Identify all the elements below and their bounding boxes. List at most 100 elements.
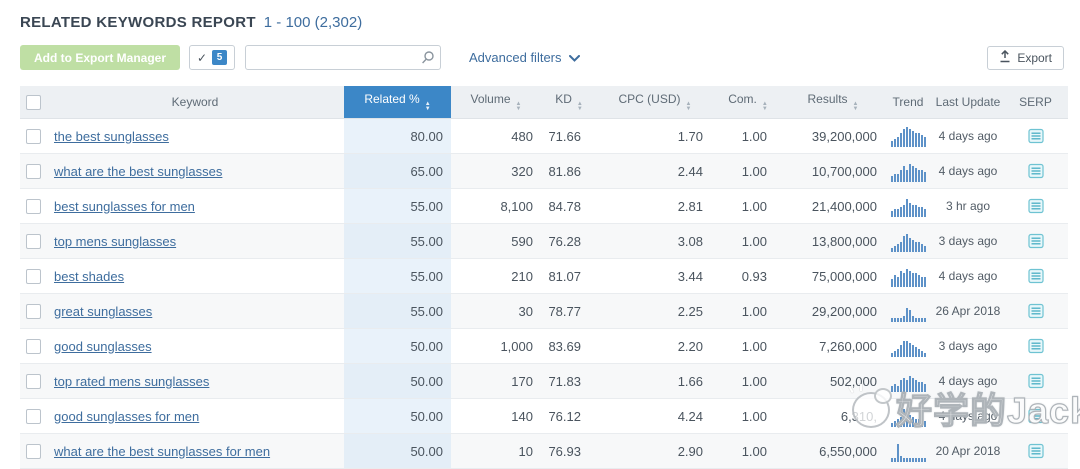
keyword-cell: great sunglasses xyxy=(46,293,344,329)
serp-icon[interactable] xyxy=(1027,373,1044,389)
related-percent-cell: 55.00 xyxy=(344,293,451,329)
competition-cell: 1.00 xyxy=(713,223,783,259)
export-button[interactable]: Export xyxy=(987,45,1064,70)
keyword-link[interactable]: the best sunglasses xyxy=(54,128,169,144)
row-checkbox-cell xyxy=(20,153,46,189)
keyword-link[interactable]: best shades xyxy=(54,268,125,284)
serp-cell xyxy=(1003,258,1068,294)
trend-sparkline xyxy=(890,370,926,392)
serp-cell xyxy=(1003,328,1068,364)
column-label-com: Com. xyxy=(728,92,757,106)
serp-icon[interactable] xyxy=(1027,268,1044,284)
row-checkbox[interactable] xyxy=(25,339,41,355)
row-checkbox[interactable] xyxy=(25,304,41,320)
report-header: RELATED KEYWORDS REPORT 1 - 100 (2,302) xyxy=(20,14,1068,31)
keyword-link[interactable]: best sunglasses for men xyxy=(54,198,195,214)
trend-cell xyxy=(883,188,933,224)
row-checkbox[interactable] xyxy=(25,164,41,180)
sort-icon: ▲ ▼ xyxy=(685,101,692,112)
competition-cell: 1.00 xyxy=(713,188,783,224)
keyword-link[interactable]: great sunglasses xyxy=(54,303,153,319)
trend-sparkline xyxy=(890,335,926,357)
cpc-cell: 2.25 xyxy=(597,293,713,329)
column-header-kd[interactable]: KD ▲ ▼ xyxy=(541,86,597,119)
column-header-related[interactable]: Related % ▲ ▼ xyxy=(344,86,451,119)
table-row: top rated mens sunglasses 50.00 170 71.8… xyxy=(20,363,1068,399)
cpc-cell: 4.24 xyxy=(597,398,713,434)
selection-dropdown-button[interactable]: ✓ 5 xyxy=(189,45,236,70)
related-percent-cell: 80.00 xyxy=(344,118,451,154)
keyword-link[interactable]: good sunglasses xyxy=(54,338,152,354)
column-label-serp: SERP xyxy=(1019,95,1052,109)
advanced-filters-toggle[interactable]: Advanced filters xyxy=(469,50,580,65)
last-update-cell: 3 days ago xyxy=(933,328,1003,364)
serp-icon[interactable] xyxy=(1027,233,1044,249)
serp-icon[interactable] xyxy=(1027,198,1044,214)
sort-icon: ▲ ▼ xyxy=(424,101,431,112)
trend-sparkline xyxy=(890,440,926,462)
serp-cell xyxy=(1003,188,1068,224)
trend-cell xyxy=(883,363,933,399)
competition-cell: 1.00 xyxy=(713,153,783,189)
keyword-cell: good sunglasses xyxy=(46,328,344,364)
serp-icon[interactable] xyxy=(1027,408,1044,424)
sort-icon: ▲ ▼ xyxy=(852,101,859,112)
row-checkbox[interactable] xyxy=(25,444,41,460)
cpc-cell: 2.90 xyxy=(597,433,713,469)
keyword-link[interactable]: what are the best sunglasses for men xyxy=(54,443,271,459)
keyword-link[interactable]: good sunglasses for men xyxy=(54,408,200,424)
serp-icon[interactable] xyxy=(1027,338,1044,354)
serp-cell xyxy=(1003,433,1068,469)
column-header-com[interactable]: Com. ▲ ▼ xyxy=(713,86,783,119)
row-checkbox[interactable] xyxy=(25,409,41,425)
row-checkbox[interactable] xyxy=(25,129,41,145)
cpc-cell: 2.20 xyxy=(597,328,713,364)
trend-sparkline xyxy=(890,195,926,217)
table-row: what are the best sunglasses for men 50.… xyxy=(20,433,1068,469)
column-header-cpc[interactable]: CPC (USD) ▲ ▼ xyxy=(597,86,713,119)
column-header-keyword[interactable]: Keyword xyxy=(46,86,344,119)
serp-cell xyxy=(1003,153,1068,189)
related-percent-cell: 65.00 xyxy=(344,153,451,189)
serp-cell xyxy=(1003,118,1068,154)
serp-icon[interactable] xyxy=(1027,303,1044,319)
keyword-link[interactable]: what are the best sunglasses xyxy=(54,163,223,179)
volume-cell: 30 xyxy=(451,293,541,329)
keyword-link[interactable]: top rated mens sunglasses xyxy=(54,373,210,389)
last-update-cell: 3 hr ago xyxy=(933,188,1003,224)
last-update-cell: 26 Apr 2018 xyxy=(933,293,1003,329)
results-cell: 75,000,000 xyxy=(783,258,883,294)
serp-cell xyxy=(1003,363,1068,399)
row-checkbox[interactable] xyxy=(25,199,41,215)
row-checkbox[interactable] xyxy=(25,269,41,285)
column-header-volume[interactable]: Volume ▲ ▼ xyxy=(451,86,541,119)
row-checkbox-cell xyxy=(20,398,46,434)
column-header-results[interactable]: Results ▲ ▼ xyxy=(783,86,883,119)
trend-cell xyxy=(883,118,933,154)
search-input[interactable] xyxy=(245,45,442,70)
row-checkbox-cell xyxy=(20,293,46,329)
serp-icon[interactable] xyxy=(1027,128,1044,144)
table-row: top mens sunglasses 55.00 590 76.28 3.08… xyxy=(20,223,1068,259)
row-checkbox-cell xyxy=(20,328,46,364)
serp-icon[interactable] xyxy=(1027,443,1044,459)
results-cell: 6,550,000 xyxy=(783,433,883,469)
kd-cell: 78.77 xyxy=(541,293,597,329)
table-row: best sunglasses for men 55.00 8,100 84.7… xyxy=(20,188,1068,224)
keyword-cell: what are the best sunglasses for men xyxy=(46,433,344,469)
keyword-cell: the best sunglasses xyxy=(46,118,344,154)
keyword-link[interactable]: top mens sunglasses xyxy=(54,233,177,249)
row-checkbox-cell xyxy=(20,433,46,469)
row-checkbox[interactable] xyxy=(25,374,41,390)
add-to-export-manager-button[interactable]: Add to Export Manager xyxy=(20,45,181,70)
column-label-cpc: CPC (USD) xyxy=(618,92,681,106)
serp-icon[interactable] xyxy=(1027,163,1044,179)
select-all-checkbox[interactable] xyxy=(25,94,41,110)
volume-cell: 320 xyxy=(451,153,541,189)
volume-cell: 210 xyxy=(451,258,541,294)
related-percent-cell: 50.00 xyxy=(344,433,451,469)
row-checkbox[interactable] xyxy=(25,234,41,250)
competition-cell: 1.00 xyxy=(713,293,783,329)
column-header-serp: SERP xyxy=(1003,86,1068,119)
kd-cell: 71.66 xyxy=(541,118,597,154)
